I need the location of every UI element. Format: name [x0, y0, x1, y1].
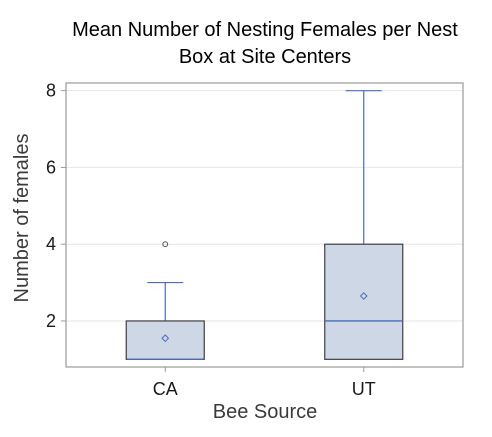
plot-frame: [65, 82, 464, 368]
y-tick-label: 2: [46, 311, 56, 331]
y-axis-ticks: 2 4 6 8: [46, 81, 66, 331]
y-axis-label: Number of females: [11, 134, 33, 303]
gridlines: [66, 90, 463, 322]
x-tick-label-ut: UT: [352, 379, 376, 399]
outlier-point: [162, 241, 169, 248]
box-ca: [125, 241, 205, 360]
x-axis-ticks: CA UT: [153, 367, 376, 399]
x-axis-label: Bee Source: [213, 401, 318, 423]
box-series: [125, 90, 404, 360]
mean-marker: [359, 292, 368, 300]
x-tick-label-ca: CA: [153, 379, 178, 399]
box-ut: [324, 90, 404, 360]
iqr-box: [125, 320, 205, 360]
y-tick-label: 6: [46, 157, 56, 177]
iqr-box: [324, 243, 404, 360]
y-tick-label: 4: [46, 234, 56, 254]
y-tick-label: 8: [46, 81, 56, 101]
mean-marker: [161, 334, 170, 343]
chart-title-line-2: Box at Site Centers: [179, 46, 351, 68]
chart-title-line-1: Mean Number of Nesting Females per Nest: [72, 19, 458, 41]
